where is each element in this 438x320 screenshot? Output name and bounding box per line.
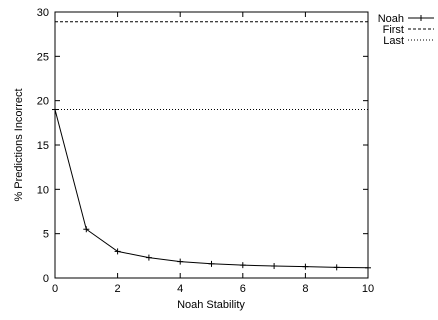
x-tick-label: 4 [177, 283, 183, 295]
axis-ticks: 0 5 10 15 20 25 30 0 2 4 6 8 10 [37, 7, 374, 295]
y-tick-label: 0 [43, 273, 49, 285]
data-point [114, 248, 121, 255]
data-point [239, 262, 246, 269]
data-point [333, 264, 340, 271]
plot-frame [54, 11, 369, 279]
series-layer [52, 21, 371, 271]
x-tick-label: 0 [52, 283, 58, 295]
data-point [208, 260, 215, 267]
x-tick-label: 6 [240, 283, 246, 295]
series-line-noah [54, 109, 369, 269]
legend-label-noah: Noah [378, 13, 404, 25]
y-tick-label: 30 [37, 7, 49, 19]
y-tick-label: 10 [37, 184, 49, 196]
x-tick-label: 10 [362, 283, 374, 295]
data-point [365, 264, 371, 271]
data-point [145, 254, 152, 261]
x-tick-label: 2 [115, 283, 121, 295]
y-tick-label: 20 [37, 96, 49, 108]
y-axis-title: % Predictions Incorrect [13, 88, 25, 201]
y-tick-label: 25 [37, 51, 49, 63]
x-axis-title: Noah Stability [177, 299, 245, 311]
y-tick-label: 15 [37, 140, 49, 152]
legend-label-last: Last [383, 35, 404, 47]
plot-area [54, 11, 369, 279]
data-point [302, 263, 309, 270]
data-point [271, 263, 278, 270]
data-point [83, 226, 90, 233]
y-tick-label: 5 [43, 229, 49, 241]
legend-label-first: First [383, 24, 404, 36]
x-tick-label: 8 [302, 283, 308, 295]
data-point [177, 258, 184, 265]
